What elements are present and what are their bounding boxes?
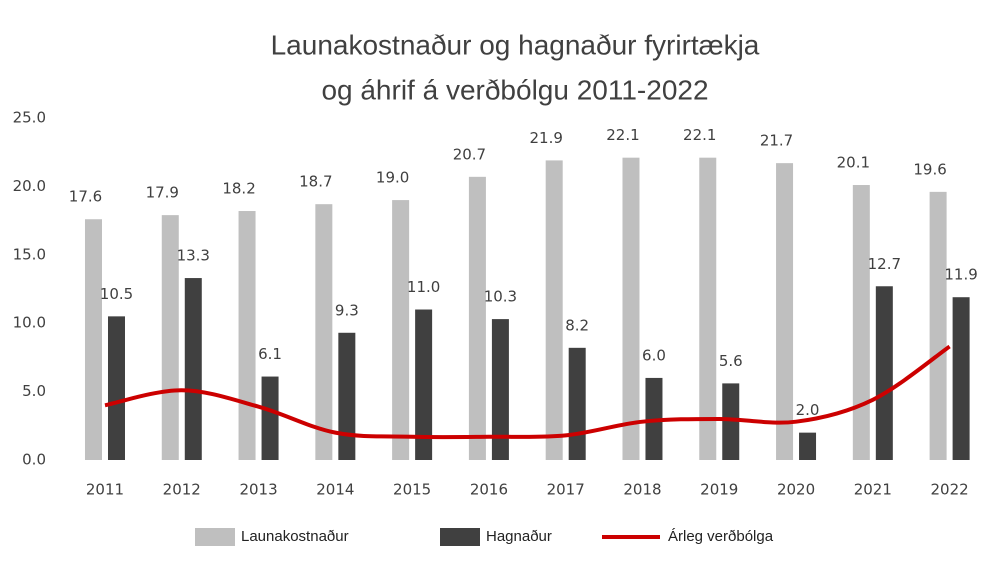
data-label: 18.2 xyxy=(222,180,255,198)
bar xyxy=(491,319,509,460)
data-label: 18.7 xyxy=(299,173,332,191)
bar xyxy=(852,185,870,461)
data-label: 17.9 xyxy=(146,184,179,202)
line xyxy=(104,344,951,440)
bar xyxy=(875,286,893,460)
bar xyxy=(568,347,586,460)
data-label: 20.1 xyxy=(837,154,870,172)
data-label: 17.6 xyxy=(69,188,102,206)
data-label: 22.1 xyxy=(683,126,716,144)
x-tick-label: 2017 xyxy=(547,481,585,499)
bar xyxy=(315,204,333,460)
y-tick-label: 20.0 xyxy=(13,177,46,195)
y-tick-label: 10.0 xyxy=(13,314,46,332)
bar xyxy=(776,163,794,461)
x-tick-label: 2012 xyxy=(163,481,201,499)
bar xyxy=(238,211,256,460)
bar xyxy=(799,432,817,460)
bar xyxy=(952,297,970,460)
chart-title: og áhrif á verðbólgu 2011-2022 xyxy=(321,74,708,105)
x-tick-label: 2015 xyxy=(393,481,431,499)
data-label: 11.0 xyxy=(407,278,440,296)
legend-label: Árleg verðbólga xyxy=(668,528,774,545)
legend-label: Hagnaður xyxy=(486,528,552,545)
data-label: 5.6 xyxy=(719,352,743,370)
x-tick-label: 2019 xyxy=(700,481,738,499)
data-label: 12.7 xyxy=(868,255,901,273)
legend-swatch xyxy=(440,528,480,546)
legend-swatch xyxy=(195,528,235,546)
bar xyxy=(184,278,202,460)
bar xyxy=(107,316,125,460)
bar xyxy=(622,157,640,460)
data-label: 22.1 xyxy=(606,126,639,144)
data-label: 6.0 xyxy=(642,346,666,364)
bar xyxy=(468,176,486,460)
data-label: 20.7 xyxy=(453,145,486,163)
y-tick-label: 25.0 xyxy=(13,109,46,127)
x-tick-label: 2016 xyxy=(470,481,508,499)
x-tick-label: 2018 xyxy=(623,481,661,499)
bar xyxy=(722,383,740,460)
data-label: 6.1 xyxy=(258,345,282,363)
legend-label: Launakostnaður xyxy=(241,528,349,545)
data-label: 19.6 xyxy=(913,160,946,178)
x-tick-label: 2014 xyxy=(316,481,354,499)
data-label: 10.5 xyxy=(100,285,133,303)
x-tick-label: 2020 xyxy=(777,481,815,499)
data-label: 13.3 xyxy=(177,247,210,265)
y-tick-label: 0.0 xyxy=(22,451,46,469)
data-label: 21.9 xyxy=(529,129,562,147)
y-tick-label: 5.0 xyxy=(22,382,46,400)
bar xyxy=(161,215,179,460)
bar xyxy=(392,200,410,460)
bar xyxy=(84,219,102,460)
bar xyxy=(545,160,563,460)
bar xyxy=(929,191,947,460)
x-tick-label: 2011 xyxy=(86,481,124,499)
data-label: 2.0 xyxy=(796,401,820,419)
bar xyxy=(415,309,433,460)
data-label: 19.0 xyxy=(376,169,409,187)
data-label: 21.7 xyxy=(760,132,793,150)
y-tick-label: 15.0 xyxy=(13,245,46,263)
x-tick-label: 2013 xyxy=(239,481,277,499)
data-label: 8.2 xyxy=(565,316,589,334)
x-tick-label: 2022 xyxy=(931,481,969,499)
bar xyxy=(338,332,356,460)
x-tick-label: 2021 xyxy=(854,481,892,499)
data-label: 9.3 xyxy=(335,301,359,319)
chart-title: Launakostnaður og hagnaður fyrirtækja xyxy=(271,29,760,60)
data-label: 11.9 xyxy=(944,266,977,284)
bar xyxy=(699,157,717,460)
data-label: 10.3 xyxy=(484,288,517,306)
bar xyxy=(261,376,279,460)
